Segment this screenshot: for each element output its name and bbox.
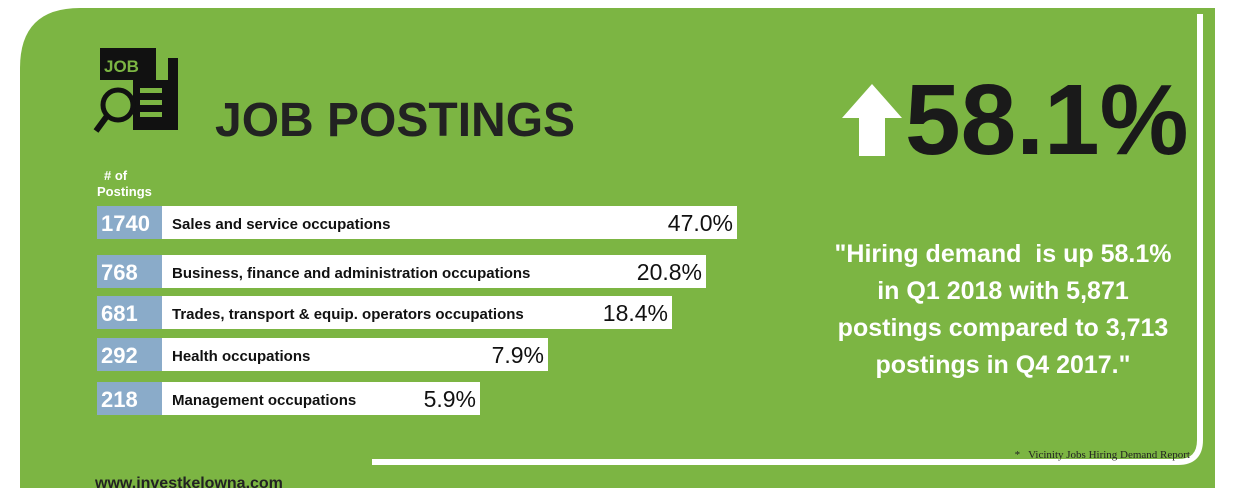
occupation: Health occupations: [172, 348, 310, 365]
title: JOB POSTINGS: [215, 94, 575, 147]
count: 1740: [101, 211, 150, 236]
percent: 7.9%: [492, 342, 544, 368]
occupation: Management occupations: [172, 392, 356, 409]
count-box: [97, 296, 162, 329]
percent: 47.0%: [668, 210, 733, 236]
bar: [162, 382, 480, 415]
count-box: [97, 382, 162, 415]
footnote: * Vicinity Jobs Hiring Demand Report: [1015, 449, 1190, 461]
count-box: [97, 255, 162, 288]
job-icon: [93, 48, 178, 133]
website: www.investkelowna.com: [94, 475, 283, 492]
percent: 18.4%: [603, 300, 668, 326]
occupation: Business, finance and administration occ…: [172, 265, 530, 282]
count: 768: [101, 260, 138, 285]
quote-line: "Hiring demand is up 58.1%: [835, 240, 1172, 268]
count-box: [97, 338, 162, 371]
icon-label: JOB: [104, 57, 139, 76]
bar: [162, 255, 706, 288]
occupation: Trades, transport & equip. operators occ…: [172, 306, 524, 323]
bar: [162, 206, 737, 239]
count-box: [97, 206, 162, 239]
quote-line: postings in Q4 2017.": [876, 351, 1131, 379]
up-arrow: [842, 84, 902, 156]
quote: "Hiring demand is up 58.1% in Q1 2018 wi…: [835, 240, 1172, 379]
quote-line: in Q1 2018 with 5,871: [877, 277, 1129, 305]
occupation: Sales and service occupations: [172, 216, 390, 233]
quote-line: postings compared to 3,713: [838, 314, 1169, 342]
count: 681: [101, 301, 138, 326]
percent: 5.9%: [424, 386, 476, 412]
panel-border: [372, 14, 1203, 465]
headline-value: 58.1%: [905, 64, 1189, 176]
count: 218: [101, 387, 138, 412]
bar: [162, 296, 672, 329]
percent: 20.8%: [637, 259, 702, 285]
count: 292: [101, 343, 138, 368]
bar: [162, 338, 548, 371]
column-label: # of: [104, 168, 128, 183]
column-label: Postings: [97, 184, 152, 199]
